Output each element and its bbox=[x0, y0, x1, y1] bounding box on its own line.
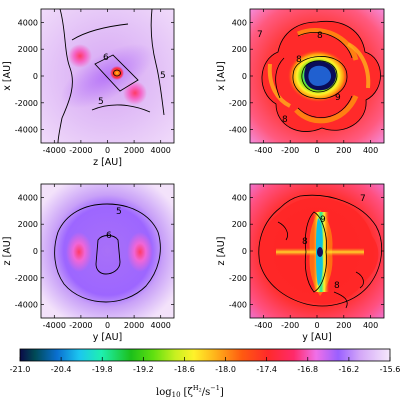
panel-top-left-image bbox=[41, 9, 174, 143]
y-tick-label: 0 bbox=[242, 247, 247, 256]
x-axis-label: z [AU] bbox=[93, 157, 122, 168]
colorbar-tick-label: -21.0 bbox=[10, 365, 31, 374]
x-tick-label: -2000 bbox=[69, 146, 92, 155]
x-tick-label: 0 bbox=[105, 146, 110, 155]
y-tick-label: 4000 bbox=[18, 18, 38, 27]
x-tick-label: -200 bbox=[281, 321, 299, 330]
colorbar-label-base: log bbox=[156, 387, 172, 398]
colorbar-tick-label: -16.8 bbox=[297, 365, 318, 374]
x-tick-label: -4000 bbox=[43, 321, 66, 330]
colorbar: -21.0 -20.4 -19.8 -19.2 -18.6 -18.0 -17.4 -16.8… bbox=[10, 348, 401, 399]
x-tick-label: -400 bbox=[254, 321, 272, 330]
y-tick-label: -200 bbox=[229, 274, 247, 283]
x-tick-label: 4000 bbox=[151, 321, 171, 330]
panel-bottom-left: -4000 -2000 0 2000 4000-4000-2000020004000y … bbox=[2, 183, 175, 343]
contour-label: 8 bbox=[334, 281, 340, 291]
contour-label: 9 bbox=[320, 215, 326, 225]
y-tick-label: 2000 bbox=[18, 45, 38, 54]
y-tick-label: 200 bbox=[232, 220, 247, 229]
x-tick-label: 2000 bbox=[124, 321, 144, 330]
contour-label: 8 bbox=[296, 55, 302, 65]
x-tick-label: -4000 bbox=[43, 146, 66, 155]
x-tick-label: -400 bbox=[254, 146, 272, 155]
colorbar-tick-label: -18.0 bbox=[215, 365, 236, 374]
x-tick-label: 4000 bbox=[151, 146, 171, 155]
x-axis-label: y [AU] bbox=[302, 332, 332, 343]
panel-top-right-image bbox=[250, 9, 384, 143]
contour-label: 5 bbox=[98, 97, 104, 107]
panel-bottom-left-image bbox=[41, 184, 174, 318]
contour-label: 8 bbox=[302, 237, 308, 247]
colorbar-tick-label: -19.2 bbox=[133, 365, 154, 374]
contour-label: 9 bbox=[335, 93, 341, 103]
contour-label: 8 bbox=[317, 31, 323, 41]
colorbar-label: log10 [ζH2/s−1] bbox=[156, 384, 224, 399]
panel-bottom-left-axes: -4000 -2000 0 2000 4000-4000-2000020004000y … bbox=[2, 184, 174, 343]
colorbar-label-close: ] bbox=[220, 387, 224, 398]
x-tick-label: 400 bbox=[363, 146, 378, 155]
colorbar-frame bbox=[19, 348, 391, 362]
x-axis-label: y [AU] bbox=[93, 332, 123, 343]
y-tick-label: 200 bbox=[232, 45, 247, 54]
panel-top-left: -4000 -2000 0 2000 4000-4000-2000020004000z … bbox=[2, 8, 175, 168]
contour-label: 7 bbox=[360, 194, 366, 204]
y-axis-label: z [AU] bbox=[2, 237, 13, 266]
panel-top-left-axes: -4000 -2000 0 2000 4000-4000-2000020004000z … bbox=[2, 9, 174, 168]
colorbar-label-base-sub: 10 bbox=[172, 391, 181, 399]
contour-label: 6 bbox=[103, 53, 109, 63]
y-axis-label: z [AU] bbox=[216, 237, 227, 266]
y-tick-label: 0 bbox=[33, 247, 38, 256]
panel-top-right-axes: -400 -200 0 200 400 -400 -200 0 200 400 x [AU] bbox=[216, 9, 384, 155]
y-axis-label: x [AU] bbox=[216, 61, 227, 91]
colorbar-tick-label: -17.4 bbox=[256, 365, 277, 374]
y-tick-label: 0 bbox=[33, 72, 38, 81]
colorbar-label-tail: /s bbox=[202, 387, 211, 398]
contour-label: 6 bbox=[106, 231, 112, 241]
panel-bottom-right-axes: -400 -200 0 200 400 -400 -200 0 200 400 y [AU] z [A… bbox=[216, 184, 384, 343]
contour-label: 7 bbox=[257, 30, 263, 40]
panel-bottom-right-image bbox=[250, 184, 384, 318]
colorbar-label-body: [ζ bbox=[184, 387, 194, 398]
panel-bottom-right: -400 -200 0 200 400 -400 -200 0 200 400 y [AU] z [A… bbox=[216, 183, 385, 343]
x-tick-label: 0 bbox=[105, 321, 110, 330]
colorbar-gradient bbox=[20, 349, 390, 361]
y-tick-label: -4000 bbox=[15, 301, 38, 310]
y-tick-label: -2000 bbox=[15, 274, 38, 283]
colorbar-tick-label: -18.6 bbox=[174, 365, 195, 374]
y-tick-label: 0 bbox=[242, 72, 247, 81]
y-tick-label: 2000 bbox=[18, 220, 38, 229]
contour-label: 5 bbox=[116, 207, 122, 217]
colorbar-label-sup-sub: 2 bbox=[199, 388, 202, 394]
colorbar-tick-label: -20.4 bbox=[51, 365, 72, 374]
y-tick-label: 400 bbox=[232, 18, 247, 27]
colorbar-tick-label: -15.6 bbox=[380, 365, 401, 374]
y-tick-label: -4000 bbox=[15, 126, 38, 135]
colorbar-tick-label: -19.8 bbox=[92, 365, 113, 374]
x-tick-label: 200 bbox=[336, 321, 351, 330]
y-tick-label: -400 bbox=[229, 126, 247, 135]
y-tick-label: -2000 bbox=[15, 99, 38, 108]
y-axis-label: x [AU] bbox=[2, 61, 13, 91]
x-tick-label: 2000 bbox=[124, 146, 144, 155]
y-tick-label: -200 bbox=[229, 99, 247, 108]
x-tick-label: -2000 bbox=[69, 321, 92, 330]
y-tick-label: -400 bbox=[229, 301, 247, 310]
contour-label: 5 bbox=[160, 71, 166, 81]
x-tick-label: 400 bbox=[363, 321, 378, 330]
y-tick-label: 400 bbox=[232, 193, 247, 202]
colorbar-label-exp: −1 bbox=[210, 384, 220, 392]
colorbar-ticks: -21.0 -20.4 -19.8 -19.2 -18.6 -18.0 -17.4 -16.8… bbox=[10, 357, 401, 374]
x-tick-label: 0 bbox=[314, 321, 319, 330]
colorbar-tick-label: -16.2 bbox=[339, 365, 360, 374]
x-tick-label: 0 bbox=[314, 146, 319, 155]
x-tick-label: -200 bbox=[281, 146, 299, 155]
panel-top-right: -400 -200 0 200 400 -400 -200 0 200 400 x [AU] 7 8… bbox=[216, 8, 385, 155]
colorbar-label-sup: H bbox=[193, 384, 199, 392]
x-tick-label: 200 bbox=[336, 146, 351, 155]
contour-label: 8 bbox=[282, 115, 288, 125]
y-tick-label: 4000 bbox=[18, 193, 38, 202]
